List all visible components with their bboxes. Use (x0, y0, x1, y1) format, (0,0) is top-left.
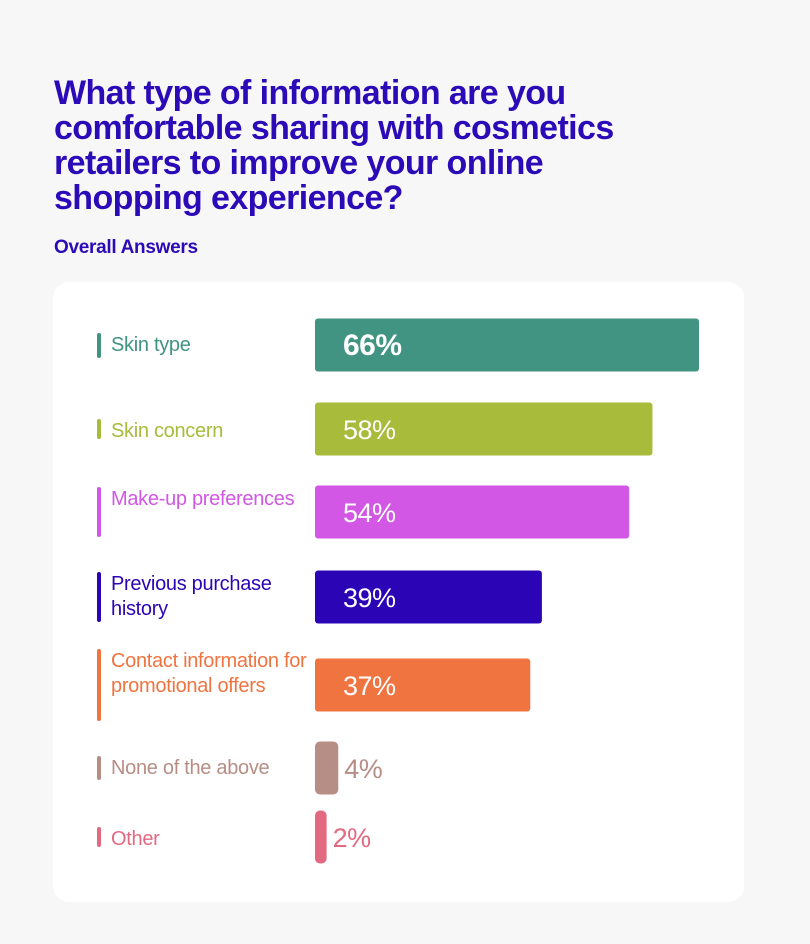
bar-6 (315, 810, 327, 864)
category-label-text: Skin concern (111, 420, 224, 442)
chart-card: 66% 58% 54% 39% 37% 4% 2% Skin type Skin concer… (53, 282, 744, 902)
bar-value-label-0: 66% (343, 329, 402, 362)
category-label-1: Skin concern (97, 419, 307, 442)
bar-4 (315, 658, 531, 712)
bar-value-label-4: 37% (343, 671, 396, 701)
bar-1 (315, 402, 653, 456)
bar-value-label-3: 39% (343, 583, 396, 613)
bar-5 (315, 741, 339, 795)
category-label-0: Skin type (97, 332, 307, 358)
bar-value-label-6: 2% (333, 823, 372, 853)
category-label-text: None of the above (111, 757, 270, 779)
chart-title: What type of information are you comfort… (54, 74, 614, 217)
category-label-text: Skin type (111, 333, 191, 356)
bar-value-label-5: 4% (344, 754, 383, 784)
category-tick (97, 487, 101, 537)
category-tick (97, 572, 101, 622)
bar-0 (315, 318, 699, 372)
chart-subtitle: Overall Answers (54, 237, 198, 258)
bar-2 (315, 485, 630, 539)
bar-value-label-1: 58% (343, 415, 396, 445)
category-label-4: Contact information for promotional offe… (97, 649, 307, 721)
category-label-3: Previous purchase history (97, 572, 307, 622)
bar-value-label-2: 54% (343, 498, 396, 528)
category-label-text: Make-up preferences (111, 488, 295, 510)
category-tick (97, 419, 101, 439)
category-label-2: Make-up preferences (97, 487, 307, 537)
category-label-text: Contact information for promotional offe… (111, 650, 307, 697)
bar-chart: 66% 58% 54% 39% 37% 4% 2% (315, 318, 699, 864)
bar-3 (315, 570, 542, 624)
category-label-text: Previous purchase history (111, 573, 272, 620)
category-tick (97, 827, 101, 847)
category-tick (97, 649, 101, 721)
category-label-5: None of the above (97, 756, 307, 780)
category-label-text: Other (111, 828, 160, 850)
category-label-6: Other (97, 827, 307, 850)
category-tick (97, 756, 101, 780)
category-tick (97, 332, 101, 358)
